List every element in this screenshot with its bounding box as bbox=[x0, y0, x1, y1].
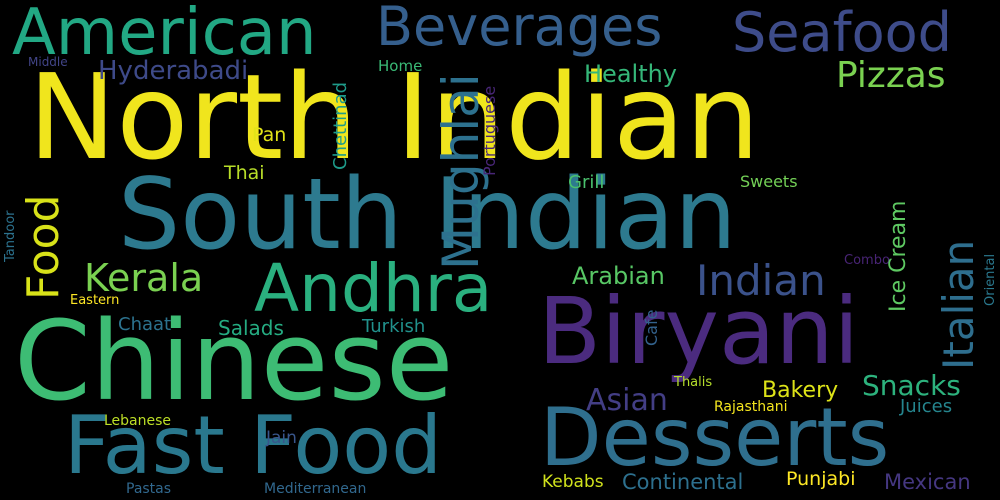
word-mediterranean: Mediterranean bbox=[264, 481, 367, 497]
word-turkish: Turkish bbox=[362, 316, 426, 337]
word-seafood: Seafood bbox=[732, 1, 952, 64]
word-tandoor: Tandoor bbox=[3, 210, 18, 263]
word-bakery: Bakery bbox=[762, 378, 839, 403]
word-mughlai: Mughlai bbox=[432, 73, 490, 270]
word-continental: Continental bbox=[622, 470, 744, 494]
word-pan: Pan bbox=[252, 124, 287, 146]
word-thalis: Thalis bbox=[674, 375, 713, 390]
word-oriental: Oriental bbox=[983, 253, 998, 306]
word-indian: Indian bbox=[696, 256, 826, 305]
word-lebanese: Lebanese bbox=[104, 413, 172, 429]
word-sweets: Sweets bbox=[740, 172, 798, 191]
word-salads: Salads bbox=[218, 316, 284, 340]
word-chinese: Chinese bbox=[14, 297, 454, 425]
word-juices: Juices bbox=[900, 396, 953, 417]
word-ice-cream: Ice Cream bbox=[886, 200, 911, 312]
word-rajasthani: Rajasthani bbox=[714, 399, 788, 415]
word-south-indian: South Indian bbox=[118, 158, 737, 272]
word-hyderabadi: Hyderabadi bbox=[98, 56, 249, 86]
word-andhra: Andhra bbox=[254, 250, 493, 327]
word-north-indian: North Indian bbox=[28, 48, 760, 186]
word-eastern: Eastern bbox=[70, 293, 120, 308]
word-desserts: Desserts bbox=[540, 391, 890, 484]
word-arabian: Arabian bbox=[572, 262, 665, 290]
word-grill: Grill bbox=[568, 172, 605, 193]
word-chaat: Chaat bbox=[118, 314, 172, 335]
word-kerala: Kerala bbox=[84, 256, 204, 300]
word-american: American bbox=[12, 0, 317, 70]
word-snacks: Snacks bbox=[862, 369, 961, 402]
word-beverages: Beverages bbox=[376, 0, 663, 58]
word-punjabi: Punjabi bbox=[786, 468, 856, 490]
word-jain: Jain bbox=[266, 428, 297, 448]
word-kebabs: Kebabs bbox=[542, 472, 604, 492]
word-thai: Thai bbox=[224, 162, 265, 184]
word-biryani: Biryani bbox=[538, 278, 860, 385]
word-healthy: Healthy bbox=[584, 60, 678, 88]
word-mexican: Mexican bbox=[884, 470, 971, 494]
word-portuguese: Portuguese bbox=[480, 85, 499, 176]
word-pastas: Pastas bbox=[126, 481, 172, 497]
word-combo: Combo bbox=[844, 253, 890, 268]
word-pizzas: Pizzas bbox=[836, 55, 946, 96]
word-cafe: Cafe bbox=[642, 309, 661, 346]
word-chettinad: Chettinad bbox=[330, 81, 351, 170]
word-middle: Middle bbox=[28, 55, 68, 69]
word-asian: Asian bbox=[586, 383, 668, 418]
word-food: Food bbox=[18, 194, 69, 300]
word-fast-food: Fast Food bbox=[64, 399, 443, 492]
word-home: Home bbox=[378, 57, 423, 75]
word-italian: Italian bbox=[934, 239, 983, 370]
